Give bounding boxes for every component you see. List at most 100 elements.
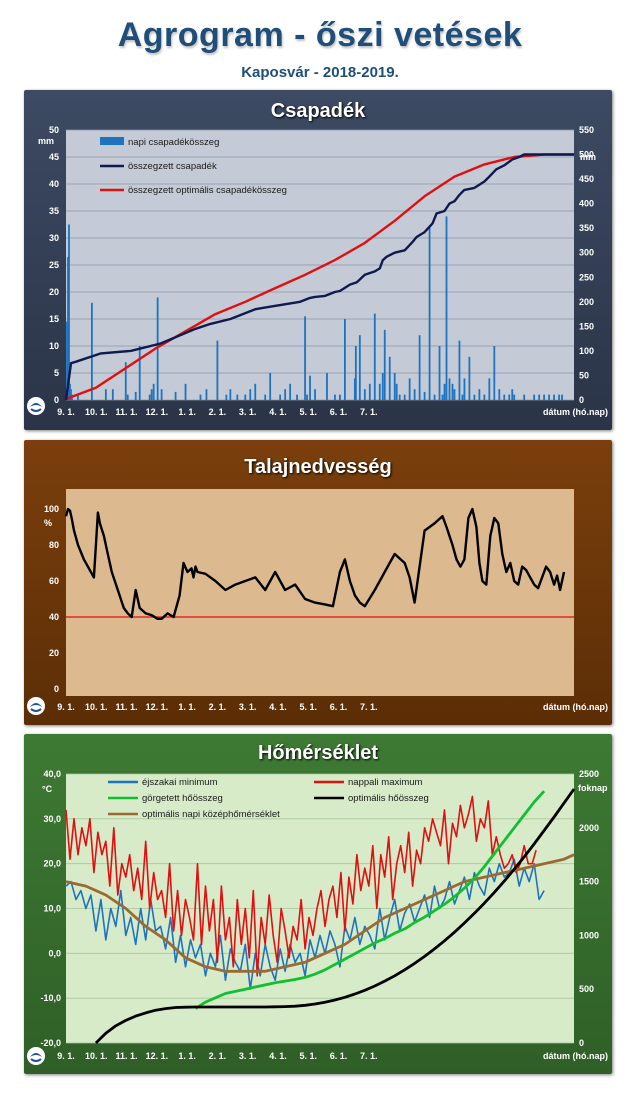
precip-bar xyxy=(304,316,306,400)
precip-bar xyxy=(548,394,550,400)
y-axis-label-right: foknap xyxy=(578,783,608,793)
x-tick-label: 5. 1. xyxy=(299,407,317,417)
y-tick-label: 20 xyxy=(49,648,59,658)
legend-label: összegzett optimális csapadékösszeg xyxy=(128,185,287,196)
x-axis-label: dátum (hó.nap) xyxy=(543,1051,608,1061)
precip-bar xyxy=(418,335,421,400)
y-tick-label-left: 0,0 xyxy=(48,948,61,958)
precip-bar xyxy=(503,394,506,400)
y-tick-label-left: 0 xyxy=(54,395,59,405)
precip-bar xyxy=(413,389,416,400)
legend-label: görgetett hőösszeg xyxy=(142,793,223,804)
precip-bar xyxy=(289,383,292,400)
precip-bar xyxy=(152,383,155,400)
x-tick-label: 12. 1. xyxy=(146,407,169,417)
precip-bar xyxy=(199,394,202,400)
omsz-logo-icon xyxy=(26,1046,46,1066)
precip-bar xyxy=(451,383,454,400)
precipitation-title: Csapadék xyxy=(270,100,366,122)
precip-bar xyxy=(229,389,232,400)
y-tick-label-right: 350 xyxy=(579,223,594,233)
x-tick-label: 7. 1. xyxy=(360,702,378,712)
y-axis-label-left: °C xyxy=(42,784,53,794)
y-tick-label-right: 50 xyxy=(579,370,589,380)
x-tick-label: 11. 1. xyxy=(116,1051,138,1061)
y-tick-label-right: 1500 xyxy=(579,877,599,887)
temperature-panel: Hőmérséklet 40,0 30,0 20,0 10,0 0,0 -10,0 -20,… xyxy=(24,734,612,1074)
x-tick-label: 1. 1. xyxy=(178,702,196,712)
precip-bar xyxy=(513,394,516,400)
y-tick-label-right: 100 xyxy=(579,346,594,356)
y-tick-label-left: 40,0 xyxy=(43,769,61,779)
night-minimum-line xyxy=(65,858,545,990)
precip-bar xyxy=(244,394,247,400)
x-tick-label: 6. 1. xyxy=(330,407,348,417)
x-tick-label: 4. 1. xyxy=(269,702,287,712)
x-axis-label: dátum (hó.nap) xyxy=(543,702,608,712)
y-axis-label-right: mm xyxy=(580,152,596,162)
x-tick-label: 6. 1. xyxy=(330,702,348,712)
x-tick-label: 4. 1. xyxy=(269,407,287,417)
optimal-heat-sum-line xyxy=(94,788,576,1044)
precip-bar xyxy=(441,394,444,400)
precip-bar xyxy=(561,394,563,400)
precipitation-panel: Csapadék 50 45 40 35 30 25 20 15 10 5 0 550 500 450 40… xyxy=(24,90,612,430)
legend-label: napi csapadékösszeg xyxy=(128,137,219,148)
precip-bar xyxy=(543,394,546,400)
precip-bar xyxy=(398,394,401,400)
temperature-title: Hőmérséklet xyxy=(257,742,379,764)
day-maximum-line xyxy=(65,795,537,977)
precip-bar xyxy=(493,346,496,400)
legend-swatch xyxy=(100,137,124,145)
precip-bar xyxy=(354,346,357,400)
y-tick-label-left: 10,0 xyxy=(43,904,61,914)
precip-bar xyxy=(478,389,481,400)
y-tick-label-left: 40 xyxy=(49,179,59,189)
soil-moisture-chart: 100 80 60 40 20 0% 9. 1. 10. 1. 11. 1. 12. 1. 1. 1… xyxy=(44,489,608,712)
precip-bar xyxy=(68,224,70,400)
precip-bar xyxy=(488,378,491,400)
precip-bar xyxy=(353,378,356,400)
legend-label: éjszakai minimum xyxy=(142,777,218,788)
legend-label: nappali maximum xyxy=(348,777,423,788)
y-tick-label-left: -20,0 xyxy=(40,1038,61,1048)
precip-bar xyxy=(225,394,228,400)
precip-bar xyxy=(77,394,79,400)
precip-bar xyxy=(124,362,127,400)
optimal-precip-line xyxy=(65,153,574,401)
precip-bar xyxy=(150,389,153,400)
x-tick-label: 9. 1. xyxy=(57,702,75,712)
x-tick-label: 3. 1. xyxy=(239,407,257,417)
y-tick-label: 60 xyxy=(49,576,59,586)
precip-bar xyxy=(433,394,436,400)
x-tick-label: 11. 1. xyxy=(116,407,138,417)
precip-bar xyxy=(383,329,386,400)
precip-bar xyxy=(473,394,476,400)
precip-bar xyxy=(363,389,366,400)
precip-bar xyxy=(254,383,257,400)
legend-label: optimális hőösszeg xyxy=(348,793,429,804)
soil-moisture-line xyxy=(64,507,566,620)
y-tick-label-right: 500 xyxy=(579,150,594,160)
precip-bar xyxy=(306,394,308,400)
optimal-daily-mean-line xyxy=(65,853,575,973)
precip-bar xyxy=(428,227,431,400)
x-axis-label: dátum (hó.nap) xyxy=(543,407,608,417)
y-tick-label-left: 30 xyxy=(49,233,59,243)
y-tick-label-left: 20 xyxy=(49,287,59,297)
y-tick-label: 100 xyxy=(44,504,59,514)
precip-bar xyxy=(70,389,72,400)
y-tick-label-left: 25 xyxy=(49,260,59,270)
precip-bar xyxy=(358,335,361,400)
precip-bar xyxy=(388,356,391,400)
precip-bar xyxy=(279,394,282,400)
y-tick-label-left: 35 xyxy=(49,206,59,216)
x-tick-label: 5. 1. xyxy=(299,1051,317,1061)
precip-bar xyxy=(184,383,187,400)
x-tick-label: 12. 1. xyxy=(146,1051,169,1061)
y-tick-label-right: 0 xyxy=(579,1038,584,1048)
precip-bar xyxy=(558,394,560,400)
y-tick-label-right: 500 xyxy=(579,984,594,994)
precip-bar xyxy=(69,383,71,400)
precip-bar xyxy=(498,389,501,400)
